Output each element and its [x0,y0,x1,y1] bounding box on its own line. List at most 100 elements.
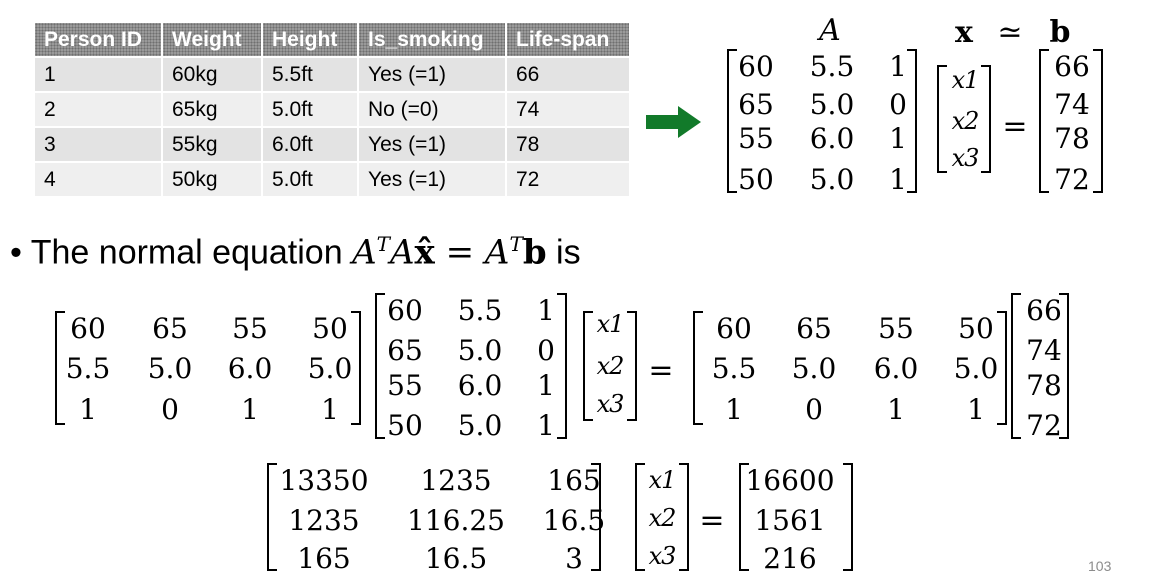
cell-is-smoking: Yes (=1) [357,161,507,198]
table-row: 1 60kg 5.5ft Yes (=1) 66 [33,56,631,93]
math-equals: = [434,232,485,273]
matrix-entry: 3 [565,542,583,575]
label-a: A [816,13,841,48]
unknown-entry: x3 [952,144,980,172]
matrix-entry: 1 [537,369,555,402]
vector-entry: 78 [1026,369,1062,402]
cell-weight: 50kg [161,161,263,198]
cell-height: 5.0ft [261,91,359,128]
right-bracket [1093,49,1103,193]
right-bracket [907,49,917,193]
unknown-entry: x2 [597,352,624,380]
matrix-entry: 65 [387,334,423,367]
matrix-entry: 60 [70,312,106,345]
label-x: x [955,15,974,50]
matrix-entry: 5.0 [308,352,353,385]
matrix-entry: 65 [152,312,188,345]
matrix-entry: 6.0 [810,122,855,155]
matrix-entry: 1 [889,50,907,83]
matrix-entry: 1 [725,393,743,426]
vector-entry: 72 [1054,163,1090,196]
unknown-vector-x: x1 x2 x3 [583,310,637,421]
label-b: b [1050,15,1071,50]
label-approx: ≃ [997,15,1022,50]
vector-entry: 74 [1054,88,1090,121]
math-a: A [484,232,510,273]
header-weight: Weight [161,21,263,58]
table-row: 3 55kg 6.0ft Yes (=1) 78 [33,126,631,163]
matrix-entry: 5.5 [66,352,111,385]
right-bracket [843,463,853,571]
matrix-entry: 1 [321,393,339,426]
cell-life-span: 74 [505,91,631,128]
cell-weight: 55kg [161,126,263,163]
cell-height: 6.0ft [261,126,359,163]
matrix-entry: 5.0 [810,88,855,121]
math-b: b [522,232,547,273]
cell-weight: 60kg [161,56,263,93]
cell-weight: 65kg [161,91,263,128]
matrix-a-transpose: 60 65 55 50 5.5 5.0 6.0 5.0 1 0 1 1 [55,311,361,426]
matrix-entry: 55 [878,312,914,345]
matrix-a-transpose: 60 65 55 50 5.5 5.0 6.0 5.0 1 0 1 1 [693,311,1007,426]
matrix-entry: 5.5 [458,294,503,327]
left-bracket [937,65,947,173]
right-bracket [981,65,991,173]
math-a: A [389,232,415,273]
matrix-entry: 65 [796,312,832,345]
right-bracket [351,311,361,425]
table-row: 4 50kg 5.0ft Yes (=1) 72 [33,161,631,198]
matrix-entry: 60 [738,50,774,83]
matrix-entry: 0 [161,393,179,426]
matrix-entry: 165 [547,464,600,497]
header-is-smoking: Is_smoking [357,21,507,58]
cell-person-id: 3 [33,126,163,163]
matrix-entry: 13350 [279,464,368,497]
matrix-entry: 5.0 [954,352,999,385]
matrix-entry: 6.0 [228,352,273,385]
vector-entry: 74 [1026,334,1062,367]
matrix-entry: 116.25 [407,504,505,537]
cell-is-smoking: Yes (=1) [357,126,507,163]
matrix-entry: 50 [958,312,994,345]
matrix-entry: 1 [241,393,259,426]
vector-entry: 72 [1026,409,1062,442]
cell-person-id: 1 [33,56,163,93]
right-bracket [591,463,601,571]
matrix-entry: 5.5 [810,50,855,83]
matrix-entry: 55 [387,369,423,402]
matrix-ata: 13350 1235 165 1235 116.25 16.5 165 16.5 3 [267,463,605,575]
matrix-entry: 5.0 [458,409,503,442]
table-row: 2 65kg 5.0ft No (=0) 74 [33,91,631,128]
header-height: Height [261,21,359,58]
math-a: A [352,232,377,273]
matrix-entry: 1235 [420,464,491,497]
equals-sign: = [1002,109,1027,144]
cell-is-smoking: Yes (=1) [357,56,507,93]
normal-equation-expanded: 60 65 55 505.5 5.0 6.0 5.01 0 1 160 5.5 165 5.0 055 6.… [55,293,1069,442]
cell-life-span: 66 [505,56,631,93]
matrix-entry: 1 [889,122,907,155]
equals-sign: = [648,353,673,388]
matrix-entry: 50 [312,312,348,345]
matrix-entry: 165 [297,542,350,575]
unknown-entry: x1 [597,310,624,338]
vector-entry: 66 [1054,50,1090,83]
person-data-table: Person ID Weight Height Is_smoking Life-… [33,21,631,198]
matrix-entry: 60 [716,312,752,345]
matrix-entry: 0 [889,88,907,121]
sentence-text-before: The normal equation [30,233,353,272]
left-bracket [267,463,277,571]
left-bracket [1011,293,1021,439]
matrix-entry: 0 [537,334,555,367]
header-person-id: Person ID [33,21,163,58]
left-bracket [635,463,645,571]
vector-entry: 78 [1054,122,1090,155]
sentence-text-after: is [546,233,581,272]
matrix-entry: 50 [387,409,423,442]
cell-life-span: 78 [505,126,631,163]
matrix-entry: 55 [738,122,774,155]
